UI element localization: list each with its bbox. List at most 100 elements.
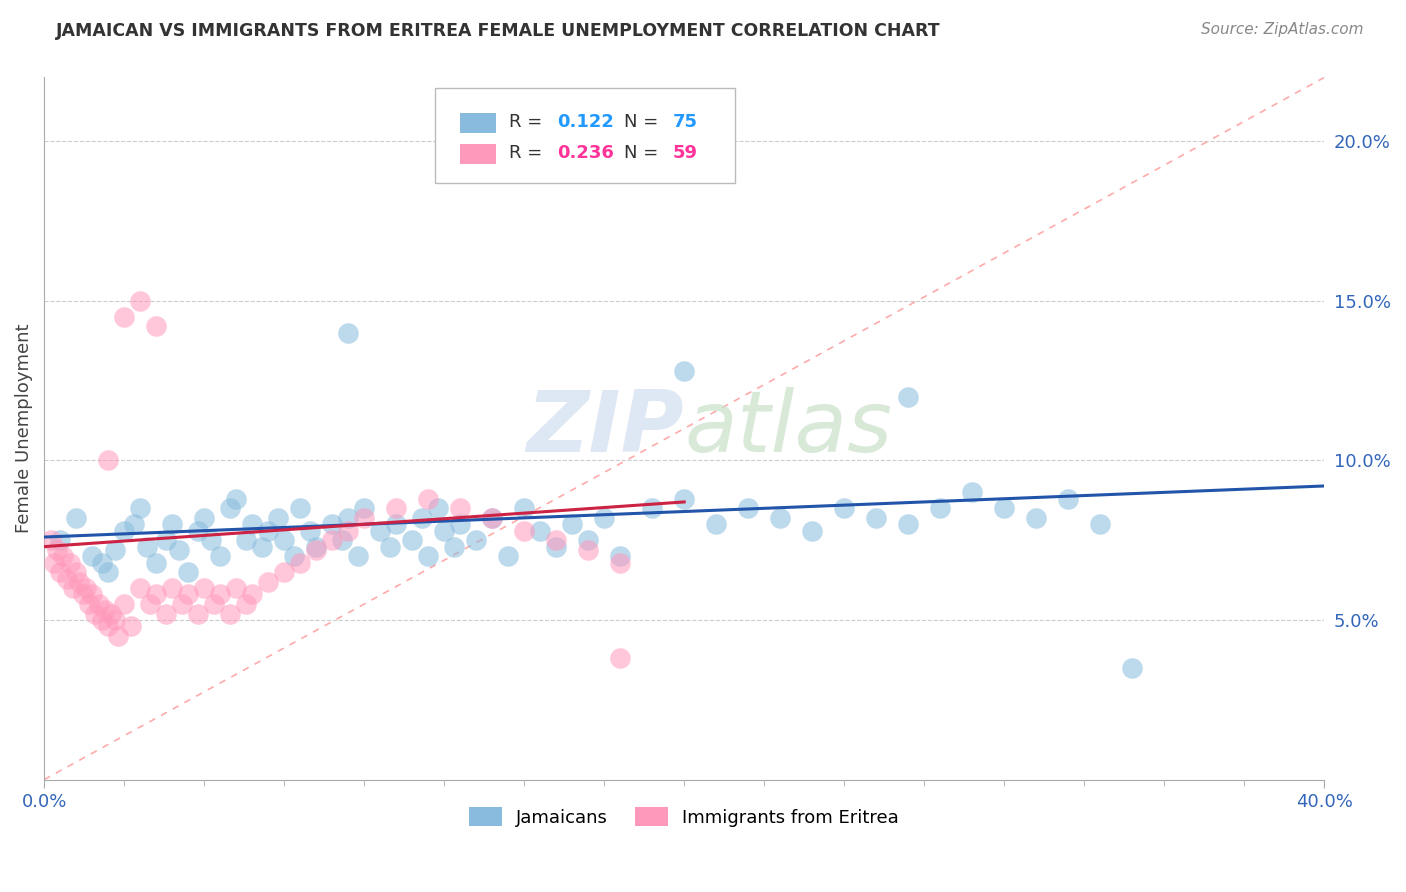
- Point: [65, 565, 87, 579]
- Point: [353, 511, 375, 525]
- Point: [112, 310, 135, 324]
- FancyBboxPatch shape: [460, 145, 496, 164]
- Point: [235, 597, 257, 611]
- Point: [513, 501, 536, 516]
- Point: [129, 501, 152, 516]
- Point: [1121, 661, 1143, 675]
- Point: [305, 542, 328, 557]
- Text: N =: N =: [624, 112, 664, 130]
- Point: [90, 556, 112, 570]
- Point: [167, 542, 190, 557]
- Point: [576, 533, 599, 548]
- Point: [385, 517, 408, 532]
- Point: [65, 511, 87, 525]
- Point: [418, 491, 440, 506]
- Point: [170, 597, 193, 611]
- Point: [45, 542, 67, 557]
- Point: [546, 540, 568, 554]
- Text: 75: 75: [672, 112, 697, 130]
- Point: [609, 549, 631, 564]
- Point: [832, 501, 855, 516]
- Point: [107, 629, 129, 643]
- Point: [55, 572, 77, 586]
- Point: [561, 517, 583, 532]
- Point: [112, 597, 135, 611]
- Text: 0.236: 0.236: [557, 144, 614, 161]
- Point: [155, 607, 177, 621]
- Text: R =: R =: [509, 112, 548, 130]
- Point: [257, 574, 280, 589]
- Point: [240, 587, 263, 601]
- Point: [465, 533, 488, 548]
- Point: [641, 501, 664, 516]
- Point: [378, 540, 401, 554]
- Point: [609, 556, 631, 570]
- Point: [145, 319, 167, 334]
- Point: [193, 581, 215, 595]
- Point: [368, 524, 391, 538]
- Point: [235, 533, 257, 548]
- Point: [673, 364, 696, 378]
- Point: [513, 524, 536, 538]
- Point: [346, 549, 368, 564]
- Point: [704, 517, 727, 532]
- Point: [337, 511, 360, 525]
- Text: 59: 59: [672, 144, 697, 161]
- Point: [202, 597, 225, 611]
- Point: [129, 293, 152, 308]
- Point: [283, 549, 305, 564]
- Point: [353, 501, 375, 516]
- Point: [145, 587, 167, 601]
- Point: [49, 533, 72, 548]
- Point: [103, 613, 125, 627]
- Point: [122, 517, 145, 532]
- Point: [155, 533, 177, 548]
- Point: [273, 565, 295, 579]
- Point: [418, 549, 440, 564]
- Point: [330, 533, 353, 548]
- Point: [481, 511, 503, 525]
- Point: [801, 524, 824, 538]
- Point: [257, 524, 280, 538]
- Point: [87, 597, 110, 611]
- Point: [42, 556, 65, 570]
- Point: [298, 524, 321, 538]
- Point: [72, 587, 94, 601]
- Point: [267, 511, 290, 525]
- Text: atlas: atlas: [685, 387, 893, 470]
- Point: [449, 501, 471, 516]
- Point: [305, 540, 328, 554]
- Point: [75, 581, 97, 595]
- Point: [481, 511, 503, 525]
- Point: [84, 607, 107, 621]
- Point: [67, 574, 90, 589]
- Point: [225, 491, 247, 506]
- Point: [337, 524, 360, 538]
- Text: Source: ZipAtlas.com: Source: ZipAtlas.com: [1201, 22, 1364, 37]
- Point: [576, 542, 599, 557]
- Point: [39, 533, 62, 548]
- Point: [321, 517, 343, 532]
- Point: [288, 501, 311, 516]
- Point: [960, 485, 983, 500]
- Point: [97, 453, 120, 467]
- Point: [321, 533, 343, 548]
- Point: [82, 549, 104, 564]
- Point: [209, 587, 232, 601]
- Point: [100, 607, 122, 621]
- Point: [1090, 517, 1112, 532]
- Point: [62, 581, 84, 595]
- Point: [187, 607, 209, 621]
- Point: [449, 517, 471, 532]
- Point: [443, 540, 465, 554]
- Point: [401, 533, 423, 548]
- Point: [193, 511, 215, 525]
- Point: [288, 556, 311, 570]
- Point: [737, 501, 759, 516]
- Point: [897, 517, 920, 532]
- Point: [59, 556, 82, 570]
- Point: [240, 517, 263, 532]
- Point: [120, 619, 142, 633]
- Point: [496, 549, 519, 564]
- Point: [177, 565, 200, 579]
